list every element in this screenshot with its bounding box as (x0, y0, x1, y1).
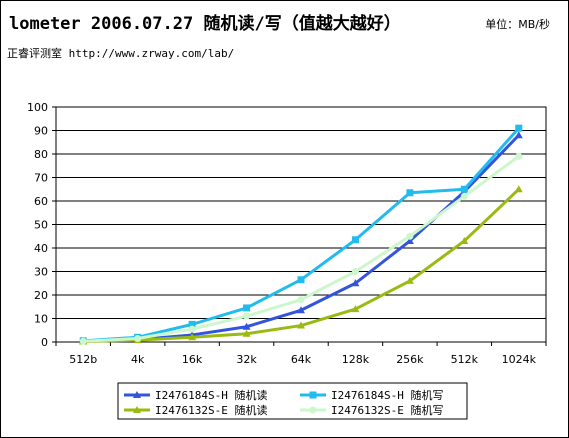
legend-swatch-marker (309, 391, 317, 399)
x-tick-label: 512b (69, 353, 97, 366)
data-point (243, 304, 251, 312)
data-point (405, 236, 414, 244)
legend-label: I2476184S-H 随机写 (331, 388, 443, 402)
x-tick-label: 64k (291, 353, 312, 366)
data-point (460, 236, 469, 244)
series-2 (79, 124, 523, 345)
legend-swatch-marker (133, 406, 141, 413)
gridlines (56, 130, 546, 319)
data-point (188, 320, 196, 328)
x-tick-label: 256k (396, 353, 424, 366)
data-point (188, 325, 196, 333)
data-point (515, 124, 523, 132)
legend-box (117, 382, 468, 420)
chart-title: lometer 2006.07.27 随机读/写（值越大越好） (9, 14, 401, 34)
legend-item-4: I2476132S-E 随机写 (300, 403, 443, 417)
data-point (406, 189, 414, 197)
series-4 (79, 152, 523, 345)
data-point (460, 192, 468, 200)
x-tick-label: 4k (131, 353, 145, 366)
legend-label: I2476132S-E 随机读 (155, 403, 267, 417)
data-point (297, 276, 305, 284)
unit-label: 单位：MB/秒 (485, 18, 550, 31)
x-tick-label: 128k (342, 353, 370, 366)
y-tick-label: 80 (34, 148, 48, 161)
data-point (243, 312, 251, 320)
y-tick-label: 100 (27, 101, 48, 114)
data-point (79, 337, 87, 345)
legend-swatch-marker (133, 391, 141, 398)
y-tick-label: 40 (34, 242, 48, 255)
data-point (406, 232, 414, 240)
data-point (297, 296, 305, 304)
legend-item-1: I2476184S-H 随机读 (124, 388, 267, 402)
y-tick-label: 50 (34, 219, 48, 232)
data-point (351, 305, 360, 313)
legend-label: I2476132S-E 随机写 (331, 403, 443, 417)
data-point (405, 276, 414, 284)
data-point (351, 268, 359, 275)
legend-item-3: I2476132S-E 随机读 (124, 403, 267, 417)
data-point (351, 236, 359, 244)
legend-label: I2476184S-H 随机读 (155, 388, 267, 402)
data-point (297, 306, 305, 314)
legend-item-2: I2476184S-H 随机写 (300, 388, 443, 402)
x-tick-label: 16k (182, 353, 203, 366)
data-point (351, 279, 360, 287)
data-point (514, 185, 523, 193)
y-tick-label: 30 (34, 266, 48, 279)
legend-swatch-marker (309, 406, 317, 414)
data-point (242, 322, 251, 330)
data-point (514, 131, 523, 139)
data-point (134, 334, 142, 342)
x-tick-label: 32k (236, 353, 257, 366)
source-caption: 正睿评测室 http://www.zrway.com/lab/ (7, 47, 235, 60)
y-tick-label: 90 (34, 125, 48, 138)
data-point (188, 333, 197, 341)
data-point (460, 185, 468, 193)
y-tick-label: 20 (34, 289, 48, 302)
y-tick-label: 70 (34, 172, 48, 185)
y-tick-label: 0 (41, 336, 48, 349)
legend: I2476184S-H 随机读 I2476184S-H 随机写I2476132S-… (117, 382, 468, 420)
data-point (515, 152, 523, 160)
data-point (242, 329, 251, 337)
y-tick-label: 10 (34, 313, 48, 326)
x-tick-label: 1024k (502, 353, 537, 366)
y-tick-label: 60 (34, 195, 48, 208)
series-layer (79, 124, 523, 345)
y-axis-ticks: 0 10 20 30 40 50 60 70 80 90 100 (27, 101, 56, 349)
x-axis-ticks: 512b 4k 16k 32k 64k 128k 256k 512k 1024k (55, 342, 547, 366)
x-tick-label: 512k (451, 353, 479, 366)
data-point (297, 321, 305, 329)
